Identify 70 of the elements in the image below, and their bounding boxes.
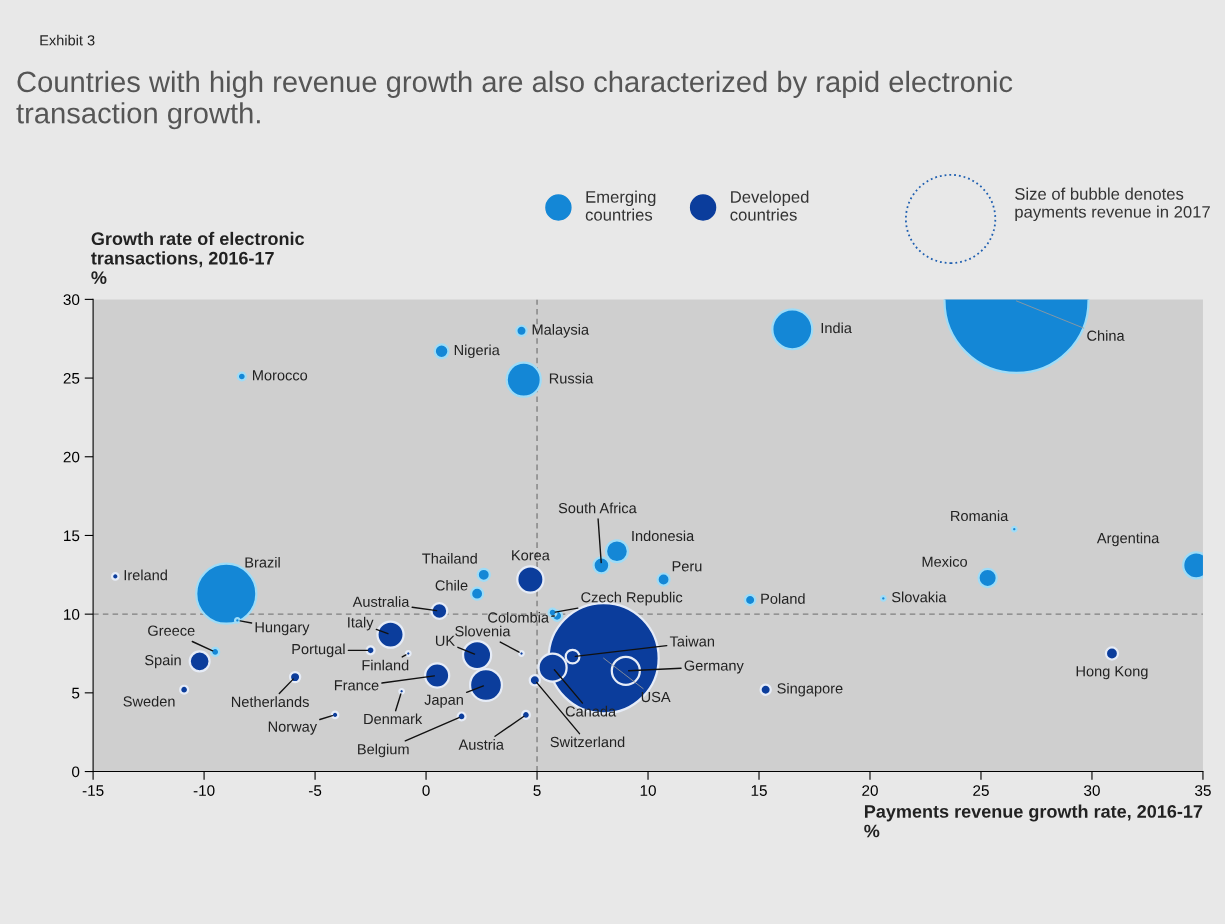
annotation: Spain <box>145 654 181 669</box>
annotation: Netherlands <box>231 696 309 708</box>
y-tick-label: 0 <box>72 766 80 778</box>
annotation: Indonesia <box>632 530 695 542</box>
y-tick-label: 5 <box>72 687 80 699</box>
annotation: Russia <box>549 372 594 384</box>
annotation: Slovenia <box>455 625 511 637</box>
annotation: Hungary <box>255 622 310 636</box>
y-tick-label: 25 <box>63 372 80 384</box>
annotation: Finland <box>362 659 409 671</box>
annotation: Singapore <box>777 682 843 697</box>
annotation: China <box>1087 330 1125 341</box>
x-axis-title: Payments revenue growth rate, 2016-17 % <box>864 804 1203 838</box>
annotation: Taiwan <box>669 635 714 647</box>
x-tick-label: 15 <box>751 785 767 796</box>
x-tick-label: 30 <box>1084 785 1100 796</box>
annotation: Canada <box>565 705 617 717</box>
chart-title: Countries with high revenue growth are also characterized by rapid electronic transaction growth. <box>16 70 1013 130</box>
y-tick-label: 10 <box>64 609 80 620</box>
annotation: Portugal <box>292 643 345 658</box>
x-tick-label: -5 <box>308 785 322 796</box>
x-tick-label: 10 <box>640 785 656 796</box>
annotation: Korea <box>512 550 550 561</box>
annotation: Switzerland <box>550 736 625 748</box>
x-tick-label: 0 <box>422 785 430 796</box>
annotation: Czech Republic <box>581 591 683 606</box>
annotation: Belgium <box>358 743 409 758</box>
legend-label: Developed countries <box>730 190 809 221</box>
y-tick-label: 20 <box>63 451 80 463</box>
x-tick-label: 20 <box>862 785 878 796</box>
annotation: Slovakia <box>891 591 947 603</box>
x-tick-label: 35 <box>1195 785 1211 796</box>
x-tick-label: -10 <box>193 785 215 796</box>
x-tick-label: 25 <box>973 785 989 796</box>
annotation: Chile <box>435 579 468 591</box>
text: Size of bubble denotes payments revenue in 2017 <box>1015 187 1210 222</box>
y-tick-label: 15 <box>64 530 80 542</box>
annotation: Thailand <box>422 553 477 564</box>
annotation: Austria <box>458 739 504 750</box>
annotation: Norway <box>268 721 318 735</box>
annotation: Mexico <box>922 556 968 567</box>
annotation: Greece <box>148 625 195 636</box>
legend-label: Emerging countries <box>585 190 656 221</box>
annotation: Poland <box>761 593 805 604</box>
annotation: Argentina <box>1096 532 1160 547</box>
annotation: Hong Kong <box>1076 666 1148 680</box>
text: Exhibit 3 <box>40 34 95 46</box>
annotation: Brazil <box>245 556 280 568</box>
annotation: Malaysia <box>532 324 590 338</box>
annotation: South Africa <box>558 502 637 514</box>
y-tick-label: 30 <box>63 294 80 306</box>
annotation: Australia <box>352 596 410 607</box>
annotation: UK <box>435 635 455 646</box>
annotation: Colombia <box>488 611 550 623</box>
annotation: India <box>821 322 852 334</box>
annotation: Sweden <box>123 695 175 707</box>
x-tick-label: -15 <box>82 785 104 796</box>
annotation: Romania <box>951 510 1009 522</box>
annotation: Ireland <box>124 569 167 581</box>
annotation: Nigeria <box>454 344 500 359</box>
annotation: Germany <box>684 660 744 674</box>
x-tick-label: 5 <box>533 785 541 796</box>
annotation: Peru <box>672 561 702 572</box>
annotation: Italy <box>348 616 374 631</box>
annotation: Japan <box>424 694 463 708</box>
y-axis-title: Growth rate of electronic transactions, 2016-17 % <box>91 231 305 284</box>
annotation: Morocco <box>253 370 308 381</box>
annotation: France <box>334 680 379 691</box>
annotation: Denmark <box>364 713 423 725</box>
annotation: USA <box>641 691 671 703</box>
